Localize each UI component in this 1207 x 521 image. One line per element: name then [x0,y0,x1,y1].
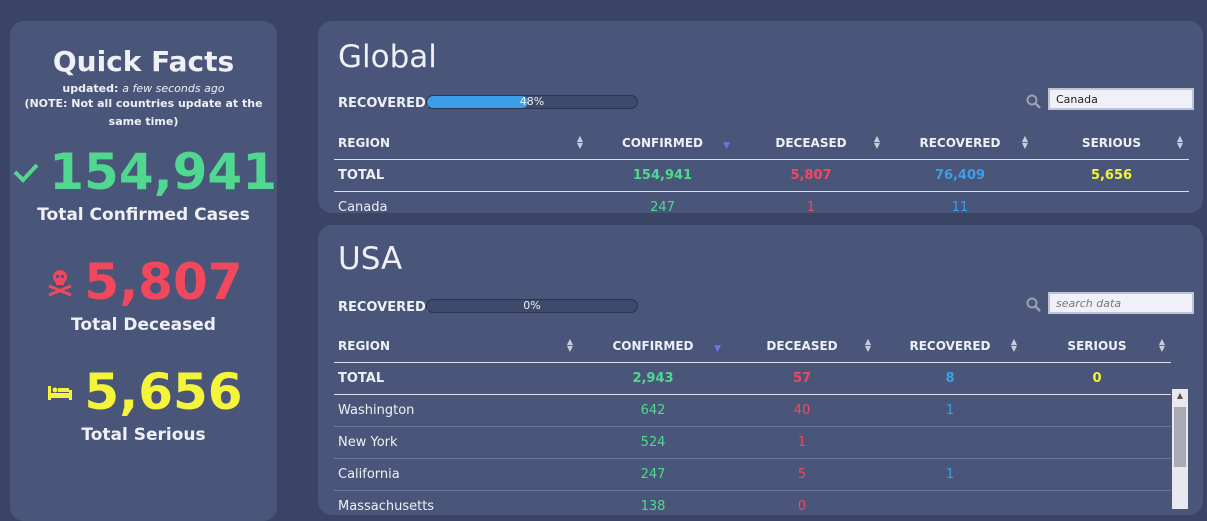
scroll-thumb[interactable] [1174,407,1186,467]
confirmed-label: Total Confirmed Cases [37,205,250,225]
updated-value: a few seconds ago [122,82,225,95]
confirmed-stat: 154,941 [10,145,277,199]
updated-line: updated: a few seconds ago [10,82,277,95]
global-recovered-bar: 48% [426,95,638,109]
deceased-label: Total Deceased [71,315,216,335]
column-header-deceased[interactable]: DECEASED ▲ ▼ [736,127,886,160]
updated-prefix: updated: [62,82,119,95]
column-header-deceased[interactable]: DECEASED ▲ ▼ [727,330,877,363]
usa-table: REGION ▲ ▼ CONFIRMED ▼ DECEASED ▲ ▼ RECOVERED… [334,330,1171,515]
serious-total: 5,656 [84,363,243,421]
global-table: REGION ▲ ▼ CONFIRMED ▼ DECEASED ▲ ▼ RECOVERED… [334,127,1189,213]
global-recovered-fill [427,96,528,108]
usa-recovered-bar: 0% [426,299,638,313]
sort-icon[interactable]: ▲ ▼ [864,337,871,353]
serious-stat: 5,656 [10,365,277,419]
table-row[interactable]: California 247 5 1 [334,458,1171,491]
usa-title: USA [338,241,403,277]
column-header-region[interactable]: REGION ▲ ▼ [334,127,589,160]
column-header-recovered[interactable]: RECOVERED ▲ ▼ [877,330,1023,363]
table-row[interactable]: Washington 642 40 1 [334,394,1171,427]
usa-table-scrollbar[interactable]: ▲ [1172,389,1188,509]
sort-icon[interactable]: ▲ ▼ [576,134,583,150]
global-recovered-percent: 48% [519,95,545,108]
quick-facts-panel: Quick Facts updated: a few seconds ago (… [10,21,277,521]
sort-desc-icon[interactable]: ▼ [714,344,721,354]
global-search-input[interactable] [1048,88,1194,110]
column-header-serious[interactable]: SERIOUS ▲ ▼ [1023,330,1171,363]
deceased-total: 5,807 [84,253,243,311]
column-header-region[interactable]: REGION ▲ ▼ [334,330,579,363]
skull-crossbones-icon [44,266,76,298]
table-row[interactable]: Canada 247 1 11 [334,191,1189,213]
column-header-serious[interactable]: SERIOUS ▲ ▼ [1034,127,1189,160]
column-header-recovered[interactable]: RECOVERED ▲ ▼ [886,127,1034,160]
update-note: (NOTE: Not all countries update at the s… [24,97,263,128]
scroll-up-arrow-icon[interactable]: ▲ [1176,391,1184,400]
sort-icon[interactable]: ▲ ▼ [566,337,573,353]
global-panel: Global RECOVERED: 48% REGION▲▼ CONFIRMED… [318,21,1203,213]
sort-icon[interactable]: ▲ ▼ [1158,337,1165,353]
sort-icon[interactable]: ▲ ▼ [1021,134,1028,150]
bed-icon [44,376,76,408]
search-icon [1026,297,1042,313]
sort-icon[interactable]: ▲ ▼ [1010,337,1017,353]
usa-panel: USA RECOVERED: 0% REGION▲▼ CONFIRMED▼ DE… [318,225,1203,515]
table-row-total[interactable]: TOTAL 154,941 5,807 76,409 5,656 [334,159,1189,192]
sort-icon[interactable]: ▲ ▼ [873,134,880,150]
table-row[interactable]: Massachusetts 138 0 [334,490,1171,515]
search-icon [1026,94,1042,110]
usa-recovered-label: RECOVERED: [338,300,431,315]
global-title: Global [338,39,437,75]
deceased-stat: 5,807 [10,255,277,309]
check-icon [10,156,41,188]
sort-desc-icon[interactable]: ▼ [723,141,730,151]
usa-search-input[interactable] [1048,292,1194,314]
column-header-confirmed[interactable]: CONFIRMED ▼ [589,127,736,160]
usa-recovered-percent: 0% [523,299,541,312]
table-row[interactable]: New York 524 1 [334,426,1171,459]
confirmed-total: 154,941 [49,143,277,201]
column-header-confirmed[interactable]: CONFIRMED ▼ [579,330,727,363]
global-recovered-label: RECOVERED: [338,96,431,111]
sort-icon[interactable]: ▲ ▼ [1176,134,1183,150]
table-row-total[interactable]: TOTAL 2,943 57 8 0 [334,362,1171,395]
serious-label: Total Serious [81,425,206,445]
quick-facts-title: Quick Facts [52,45,235,78]
